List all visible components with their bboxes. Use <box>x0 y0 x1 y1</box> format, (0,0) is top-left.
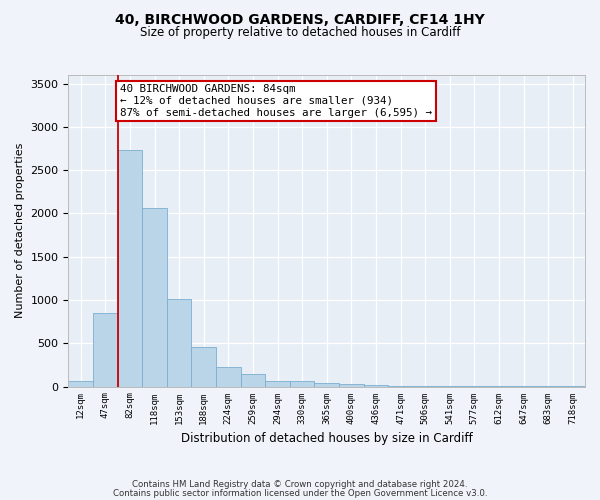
X-axis label: Distribution of detached houses by size in Cardiff: Distribution of detached houses by size … <box>181 432 473 445</box>
Bar <box>118 150 142 386</box>
Text: 40 BIRCHWOOD GARDENS: 84sqm
← 12% of detached houses are smaller (934)
87% of se: 40 BIRCHWOOD GARDENS: 84sqm ← 12% of det… <box>120 84 432 117</box>
Bar <box>241 374 265 386</box>
Text: 40, BIRCHWOOD GARDENS, CARDIFF, CF14 1HY: 40, BIRCHWOOD GARDENS, CARDIFF, CF14 1HY <box>115 12 485 26</box>
Bar <box>191 346 216 387</box>
Bar <box>216 367 241 386</box>
Text: Size of property relative to detached houses in Cardiff: Size of property relative to detached ho… <box>140 26 460 39</box>
Bar <box>142 208 167 386</box>
Y-axis label: Number of detached properties: Number of detached properties <box>15 143 25 318</box>
Bar <box>314 383 339 386</box>
Bar <box>339 384 364 386</box>
Bar <box>93 313 118 386</box>
Bar <box>265 381 290 386</box>
Bar <box>167 299 191 386</box>
Text: Contains public sector information licensed under the Open Government Licence v3: Contains public sector information licen… <box>113 488 487 498</box>
Bar <box>290 382 314 386</box>
Bar <box>68 382 93 386</box>
Text: Contains HM Land Registry data © Crown copyright and database right 2024.: Contains HM Land Registry data © Crown c… <box>132 480 468 489</box>
